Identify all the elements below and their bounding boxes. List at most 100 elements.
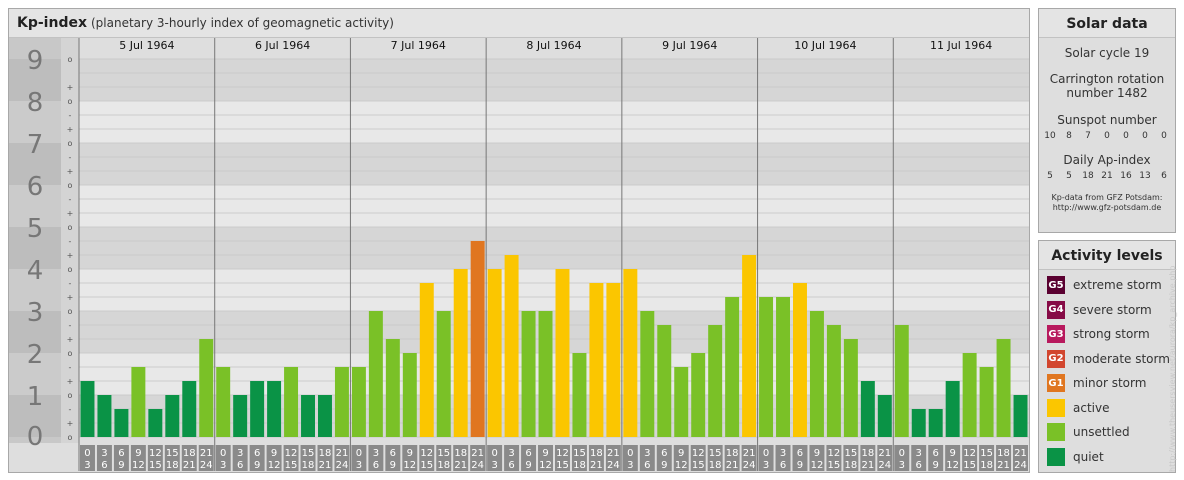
sub-tick-mark: o — [68, 265, 73, 274]
kp-bar — [165, 395, 180, 437]
hour-end-label: 24 — [878, 460, 891, 471]
hour-end-label: 18 — [980, 460, 993, 471]
hour-start-label: 21 — [743, 448, 756, 459]
sub-tick-mark: + — [67, 251, 74, 260]
hour-start-label: 15 — [302, 448, 315, 459]
hour-cell — [385, 445, 401, 471]
kp-bar — [538, 311, 553, 437]
hour-start-label: 0 — [491, 448, 497, 459]
hour-cell — [826, 445, 842, 471]
sunspot-value-5: 0 — [1142, 131, 1148, 141]
hour-start-label: 3 — [916, 448, 922, 459]
legend-label: unsettled — [1073, 425, 1130, 439]
hour-end-label: 6 — [916, 460, 922, 471]
hour-start-label: 15 — [845, 448, 858, 459]
hour-start-label: 18 — [726, 448, 739, 459]
hour-cell — [996, 445, 1012, 471]
kp-bar — [640, 311, 655, 437]
kp-bar — [674, 366, 689, 437]
y-tick-label: 7 — [27, 130, 44, 160]
kp-bar — [928, 408, 943, 437]
hour-cell — [538, 445, 553, 471]
kp-bar — [809, 311, 824, 437]
hour-start-label: 12 — [556, 448, 569, 459]
sunspot-value-2: 7 — [1085, 131, 1091, 141]
chart-title-bar: Kp-index (planetary 3-hourly index of ge… — [9, 9, 1029, 38]
hour-cell — [945, 445, 961, 471]
legend-swatch: G1 — [1047, 374, 1065, 392]
sub-tick-column — [61, 37, 79, 443]
kp-bar — [826, 324, 841, 437]
sub-tick-mark: o — [68, 139, 73, 148]
kp-bar — [793, 282, 807, 437]
kp-bar — [148, 408, 163, 437]
hour-cell — [368, 445, 384, 471]
hour-end-label: 6 — [101, 460, 107, 471]
hour-end-label: 24 — [471, 460, 484, 471]
sub-tick-mark: + — [67, 167, 74, 176]
hour-end-label: 9 — [797, 460, 803, 471]
hour-start-label: 0 — [763, 448, 769, 459]
sub-tick-mark: o — [68, 307, 73, 316]
sunspot-label: Sunspot number — [1057, 113, 1157, 127]
hour-start-label: 18 — [183, 448, 196, 459]
ap-value-1: 5 — [1066, 171, 1072, 181]
y-tick-label: 3 — [27, 298, 44, 328]
hour-start-label: 21 — [200, 448, 213, 459]
kp-bar — [250, 381, 265, 437]
legend-item-strong-storm: G3 strong storm — [1047, 324, 1150, 344]
legend-item-extreme-storm: G5 extreme storm — [1047, 275, 1162, 295]
kp-bar — [182, 381, 197, 437]
hour-end-label: 3 — [84, 460, 90, 471]
sub-tick-mark: + — [67, 377, 74, 386]
kp-bar — [453, 269, 468, 437]
sunspot-value-3: 0 — [1104, 131, 1110, 141]
legend-swatch: G3 — [1047, 325, 1065, 343]
hour-start-label: 6 — [525, 448, 531, 459]
hour-cell — [962, 445, 978, 471]
source-link[interactable]: http://www.gfz-potsdam.de — [1052, 203, 1162, 212]
hour-cell — [266, 445, 282, 471]
y-tick-label: 4 — [27, 256, 44, 286]
hour-start-label: 3 — [780, 448, 786, 459]
sub-tick-mark: + — [67, 209, 74, 218]
kp-band — [79, 311, 1029, 353]
credit-url: http://www.theusersview.net/aurora/kp_ar… — [1168, 265, 1177, 472]
legend-swatch: G4 — [1047, 300, 1065, 319]
hour-cell — [80, 445, 95, 471]
sub-tick-mark: o — [68, 349, 73, 358]
hour-end-label: 21 — [726, 460, 739, 471]
kp-bar — [877, 395, 892, 437]
hour-start-label: 12 — [963, 448, 976, 459]
hour-end-label: 12 — [132, 460, 145, 471]
hour-start-label: 21 — [336, 448, 349, 459]
hour-cell — [351, 445, 367, 471]
kp-bar — [521, 311, 536, 437]
hour-cell — [911, 445, 927, 471]
kp-bar — [606, 282, 621, 437]
hour-cell — [470, 445, 486, 471]
kp-chart-panel: 0 1 2 3 4 5 6 7 8 9 o + o + - o + - o + - o + - o + - o + - o + - o + - o 5 J… — [8, 8, 1030, 473]
hour-end-label: 24 — [200, 460, 213, 471]
day-header: 11 Jul 1964 — [930, 39, 992, 52]
hour-cell — [1013, 445, 1028, 471]
chart-title: Kp-index — [17, 15, 87, 31]
sub-tick-mark: o — [68, 55, 73, 64]
hour-start-label: 6 — [390, 448, 396, 459]
hour-start-label: 18 — [590, 448, 603, 459]
hour-start-label: 0 — [899, 448, 905, 459]
hour-end-label: 9 — [933, 460, 939, 471]
hour-cell — [436, 445, 452, 471]
sub-tick-mark: + — [67, 83, 74, 92]
hour-cell — [555, 445, 570, 471]
kp-bar — [351, 366, 366, 437]
kp-bar — [1013, 395, 1028, 437]
hour-start-label: 18 — [454, 448, 467, 459]
sub-tick-mark: - — [69, 111, 72, 120]
hour-start-label: 6 — [254, 448, 260, 459]
kp-label-band — [9, 269, 61, 311]
kp-bar — [131, 366, 146, 437]
kp-bar — [436, 311, 451, 437]
hour-start-label: 3 — [101, 448, 107, 459]
kp-bar — [80, 381, 95, 437]
